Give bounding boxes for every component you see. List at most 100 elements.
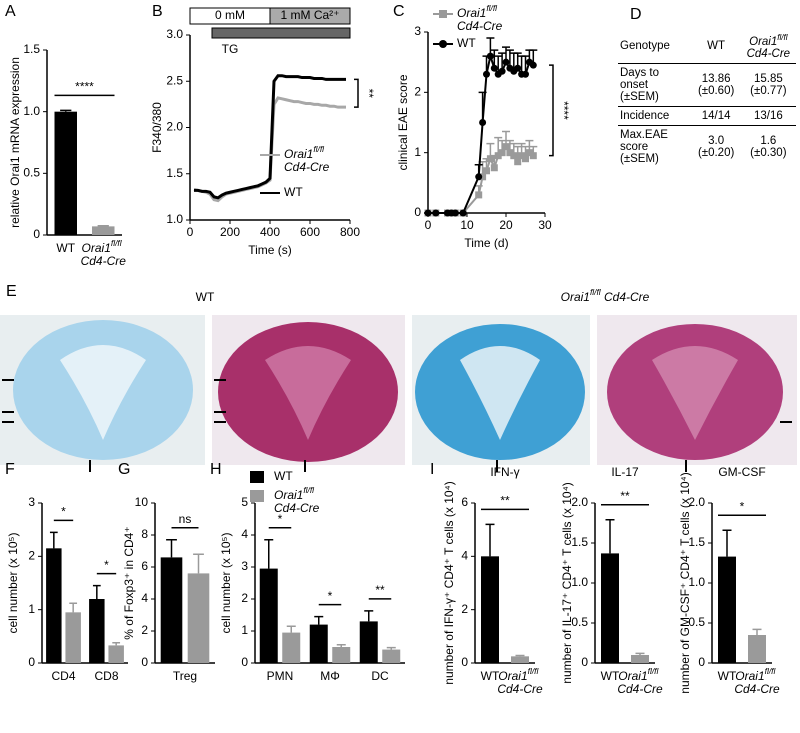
stimulus-label: 0 mM — [215, 8, 245, 22]
marker — [498, 149, 506, 157]
y-tick-label: 1.5 — [23, 42, 40, 56]
y-tick-label: 2 — [141, 623, 148, 637]
x-axis-label: Time (d) — [464, 236, 508, 250]
y-tick-label: 2 — [414, 85, 421, 99]
x-tick-label: 30 — [538, 218, 552, 232]
bar — [631, 655, 649, 663]
y-tick-label: 2.0 — [688, 495, 705, 509]
cell: 13.86 (±0.60) — [691, 63, 741, 107]
panel-letter: D — [630, 6, 642, 23]
cell: Days to onset (±SEM) — [618, 63, 692, 107]
error-bar — [485, 523, 495, 557]
x-tick-label: 20 — [499, 218, 513, 232]
bar — [92, 226, 115, 235]
y-tick-label: 6 — [141, 559, 148, 573]
legend-label: Orai1fl/fl Cd4-Cre — [457, 3, 503, 33]
grey-matter — [460, 346, 540, 440]
histology-images — [0, 315, 797, 472]
panel-letter: C — [393, 3, 405, 20]
table: Genotype WT Orai1fl/fl Cd4-Cre Days to ons… — [618, 30, 796, 168]
error-bar — [264, 539, 274, 569]
marker — [506, 149, 514, 157]
marker — [459, 209, 467, 217]
error-bar — [69, 602, 78, 613]
legend-label: WT — [274, 469, 293, 483]
error-bar — [97, 225, 109, 227]
y-tick-label: 0 — [241, 655, 248, 669]
cell: 1.6 (±0.30) — [750, 134, 787, 159]
significance-label: * — [278, 512, 283, 526]
marker — [490, 164, 498, 172]
y-tick-label: 1.5 — [571, 535, 588, 549]
x-tick-label: Orai1fl/fl Cd4-Cre — [81, 238, 127, 268]
y-tick-label: 4 — [461, 549, 468, 563]
error-bar — [60, 109, 72, 112]
y-tick-label: 0 — [33, 227, 40, 241]
x-tick-label: WT — [718, 669, 737, 683]
legend-swatch — [250, 471, 264, 483]
y-tick-label: 2.0 — [166, 120, 183, 134]
significance-label: * — [740, 499, 745, 513]
header-cell: WT — [691, 30, 741, 64]
table-row: Incidence 14/14 13/16 — [618, 106, 796, 126]
y-tick-label: 1.0 — [571, 575, 588, 589]
group-label: WT — [196, 290, 215, 304]
legend-label: WT — [457, 36, 476, 50]
stimulus-bar — [269, 7, 351, 25]
y-tick-label: 2 — [461, 602, 468, 616]
table-row: Days to onset (±SEM) 13.86 (±0.60) 15.85 (… — [618, 63, 796, 107]
error-bar — [722, 529, 732, 557]
x-tick-label: 800 — [340, 225, 360, 239]
y-axis-label: % of Foxp3⁺ in CD4⁺ — [122, 526, 136, 639]
x-tick-label: MΦ — [320, 669, 340, 683]
x-tick-label: WT — [601, 669, 620, 683]
significance-label: ns — [179, 512, 192, 526]
y-tick-label: 4 — [141, 591, 148, 605]
marker — [514, 158, 522, 166]
marker — [483, 167, 490, 175]
panel-letter: A — [5, 3, 16, 20]
marker — [479, 173, 487, 181]
y-tick-label: 0 — [141, 655, 148, 669]
y-tick-label: 1.0 — [166, 212, 183, 226]
cell: 14/14 — [691, 106, 741, 126]
table-row: Max.EAE score (±SEM) 3.0 (±0.20) 1.6 (±0.3… — [618, 125, 796, 168]
y-tick-label: 2.0 — [571, 495, 588, 509]
bar — [748, 635, 766, 663]
cell: Incidence — [618, 106, 692, 126]
y-tick-label: 6 — [461, 495, 468, 509]
marker — [490, 64, 498, 72]
marker — [486, 155, 494, 163]
stimulus-bar — [211, 27, 351, 39]
significance-label: ** — [375, 583, 385, 597]
marker — [494, 152, 502, 160]
x-tick-label: 400 — [260, 225, 280, 239]
y-axis-label: number of IL-17⁺ CD4⁺ T cells (x 10⁴) — [560, 482, 574, 683]
y-tick-label: 1.0 — [23, 104, 40, 118]
y-axis-label: number of IFN-γ⁺ CD4⁺ T cells (x 10⁴) — [442, 481, 456, 684]
error-bar — [515, 654, 525, 657]
significance-label: **** — [75, 80, 94, 94]
marker — [486, 52, 494, 60]
chart-title: GM-CSF — [718, 465, 765, 479]
panel-letter: E — [6, 283, 17, 300]
y-tick-label: 2 — [241, 591, 248, 605]
bar — [89, 599, 105, 663]
y-tick-label: 2.5 — [166, 73, 183, 87]
error-bar — [336, 644, 346, 647]
y-tick-label: 10 — [135, 495, 149, 509]
marker — [529, 61, 537, 69]
legend-swatch — [250, 490, 264, 502]
y-tick-label: 8 — [141, 527, 148, 541]
stimulus-label: 1 mM Ca²⁺ — [280, 8, 339, 22]
error-bar — [478, 91, 487, 123]
significance-label: * — [61, 505, 66, 519]
x-tick-label: 0 — [425, 218, 432, 232]
significance-bracket — [354, 78, 359, 108]
y-tick-label: 3 — [241, 559, 248, 573]
panel-letter: B — [152, 3, 163, 20]
bar — [187, 573, 210, 663]
bar — [160, 557, 183, 663]
marker — [502, 58, 510, 66]
x-tick-label: CD8 — [94, 669, 118, 683]
